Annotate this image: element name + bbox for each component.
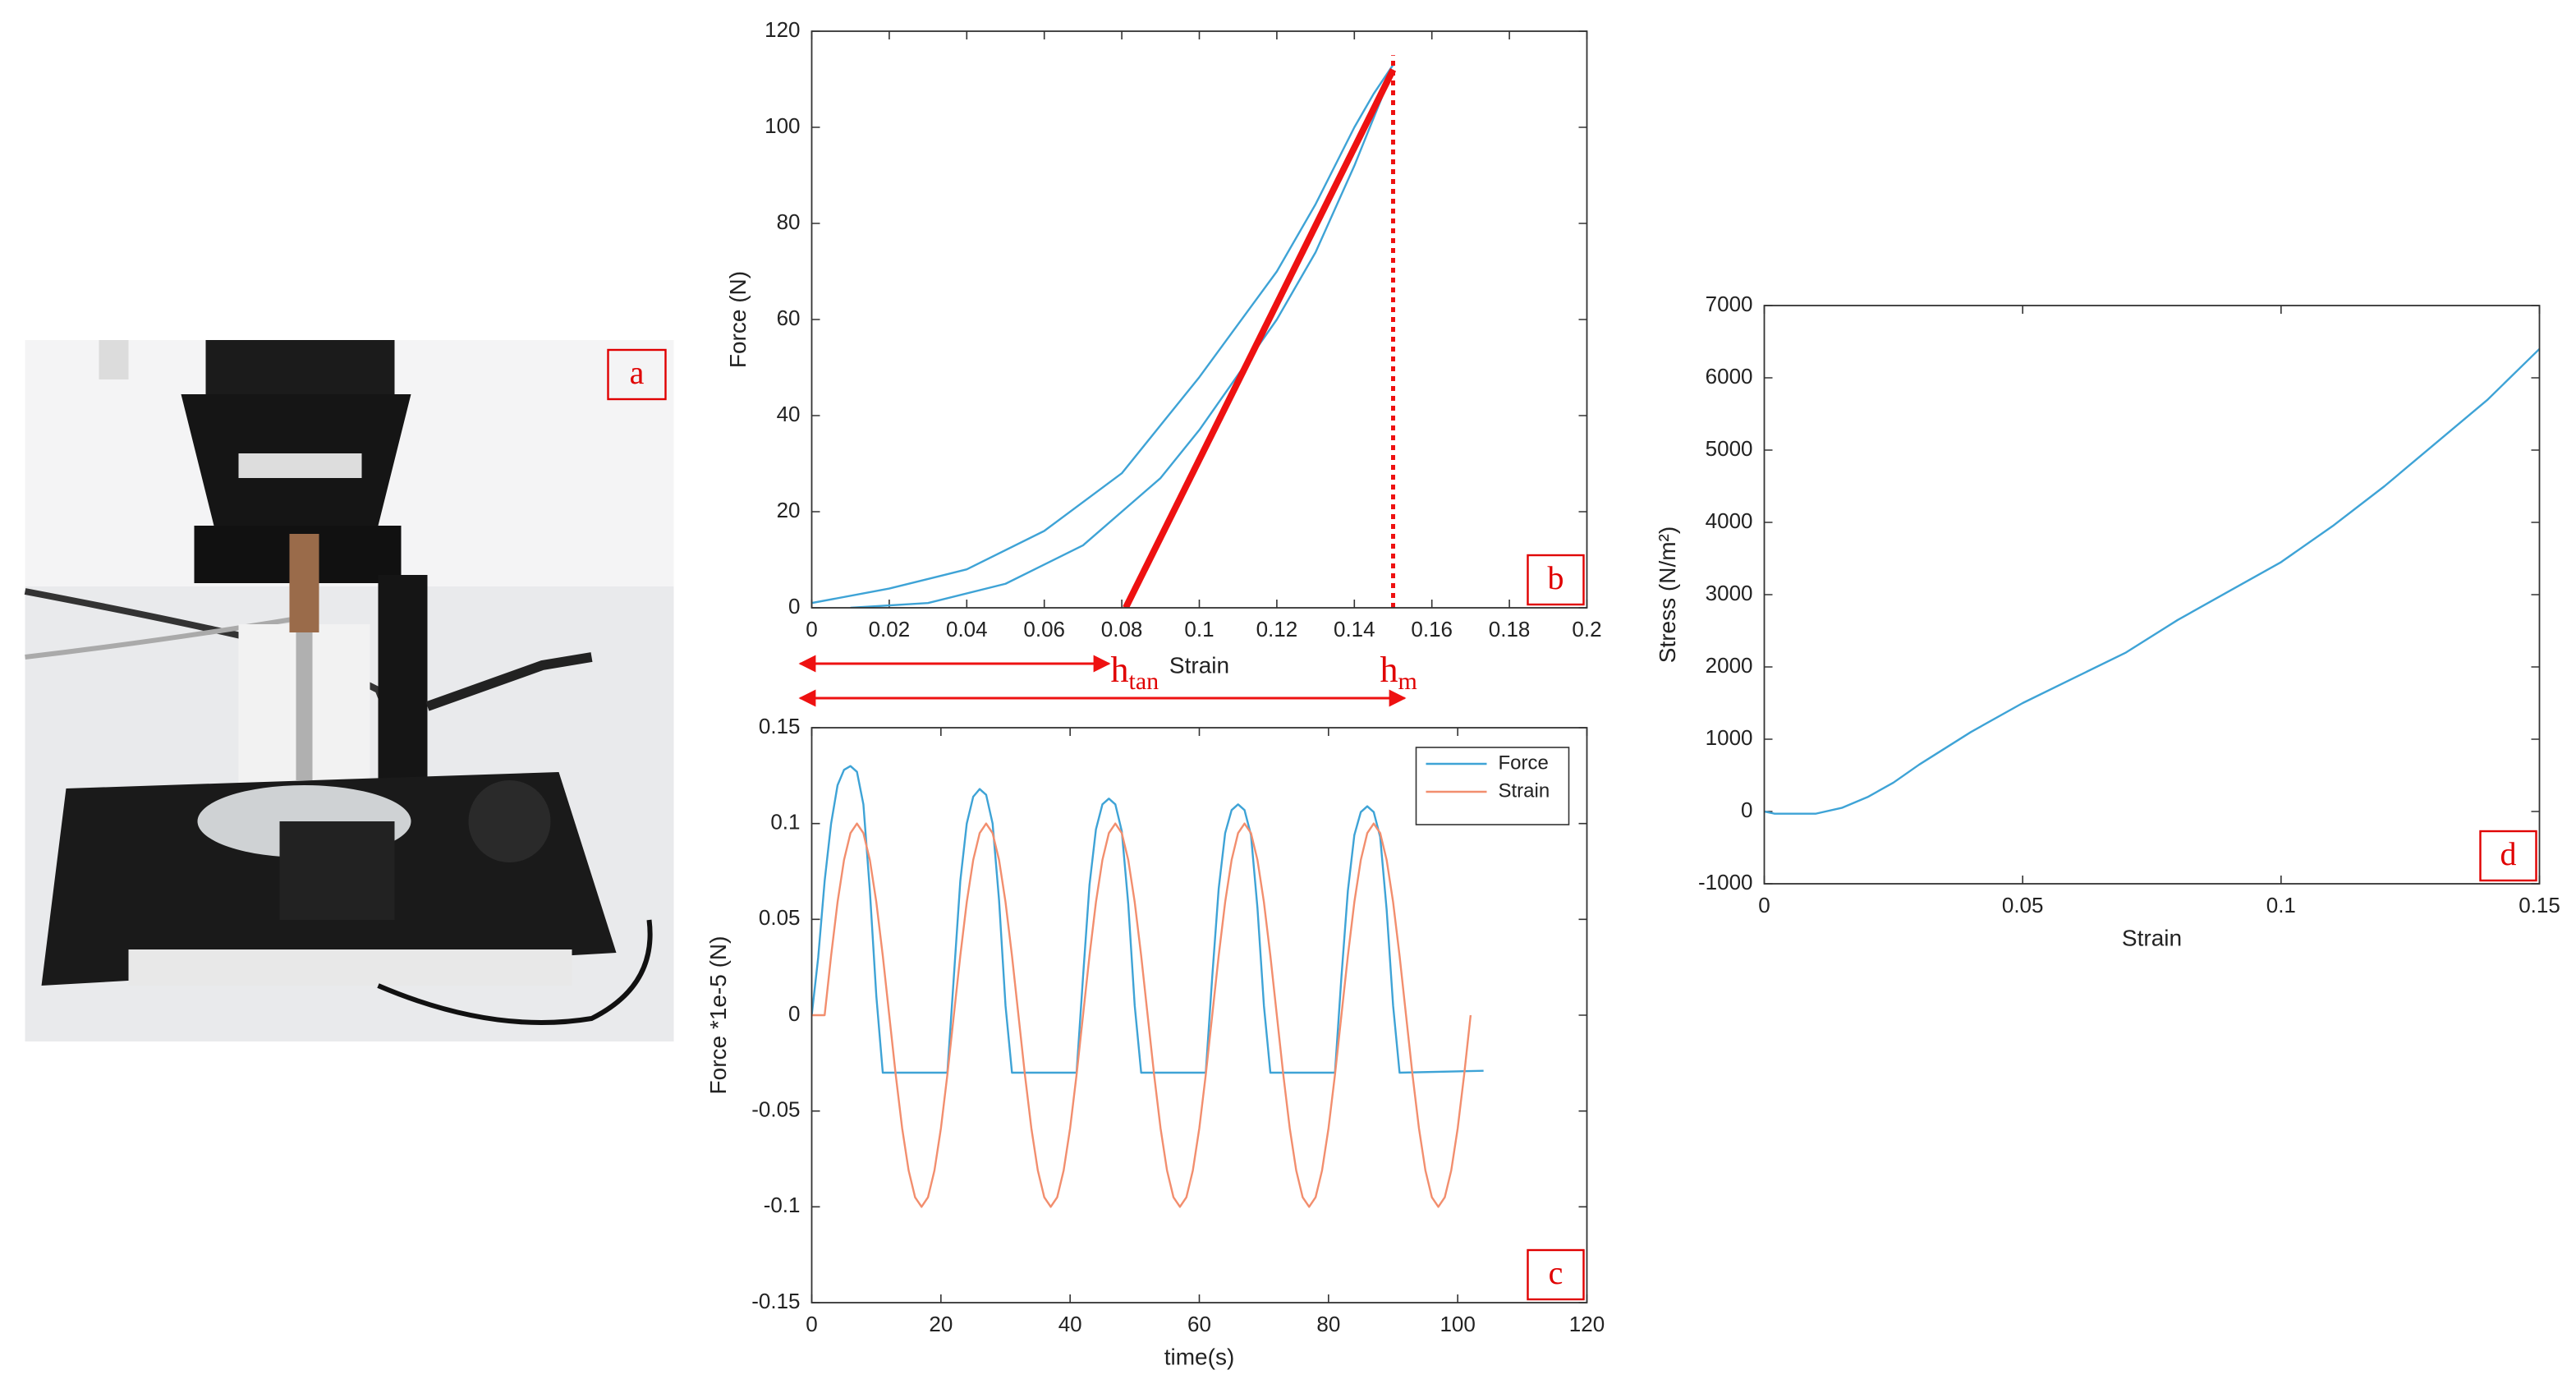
y-tick-label: 7000 <box>1706 292 1753 316</box>
y-tick-label: 0.05 <box>759 905 801 930</box>
axes-frame <box>810 30 1588 609</box>
y-tick-label: 40 <box>777 402 801 426</box>
panel-label-box <box>2479 830 2537 882</box>
plot-area <box>1764 306 2540 884</box>
plot-area <box>811 31 1587 608</box>
y-tick-label: 5000 <box>1706 436 1753 461</box>
x-tick-label: 100 <box>1440 1312 1475 1336</box>
x-tick-label: 0.04 <box>946 617 988 641</box>
y-tick-label: 0.15 <box>759 714 801 738</box>
y-tick-label: 0 <box>1741 798 1752 822</box>
annotation: htan <box>1111 650 1159 695</box>
x-tick-label: 0.1 <box>2266 893 2296 917</box>
x-tick-label: 0.14 <box>1334 617 1375 641</box>
series-line <box>811 822 1472 1208</box>
series-line <box>850 69 1394 608</box>
x-tick-label: 80 <box>1316 1312 1340 1336</box>
y-tick-label: 2000 <box>1706 653 1753 678</box>
y-tick-label: 120 <box>765 17 800 42</box>
x-tick-label: 0.05 <box>2002 893 2044 917</box>
y-tick-label: -0.15 <box>751 1289 800 1313</box>
photo <box>24 340 674 1041</box>
x-tick-label: 20 <box>929 1312 953 1336</box>
series-line <box>811 64 1394 605</box>
annotation-subscript: tan <box>1129 668 1159 695</box>
x-axis-label: Strain <box>2122 925 2182 950</box>
annotation-subscript: m <box>1398 668 1417 695</box>
x-tick-label: 0.16 <box>1411 617 1453 641</box>
y-tick-label: -0.1 <box>764 1193 801 1217</box>
legend-box <box>1415 747 1570 825</box>
x-axis-label: Strain <box>1169 652 1229 678</box>
x-tick-label: 0 <box>1758 893 1770 917</box>
y-tick-label: 0.1 <box>770 810 800 834</box>
y-tick-label: 3000 <box>1706 581 1753 605</box>
y-tick-label: 80 <box>777 209 801 234</box>
y-tick-label: 0 <box>788 594 800 618</box>
annotation-text: h <box>1380 650 1398 690</box>
y-tick-label: 60 <box>777 306 801 330</box>
panel-label-box <box>1527 1248 1585 1301</box>
x-tick-label: 0.06 <box>1023 617 1065 641</box>
x-tick-label: 120 <box>1569 1312 1605 1336</box>
chart: -0.15 -0.1 -0.05 0 0.05 0.1 0.15 0 20 40 60 80 100 12… <box>705 714 1605 1370</box>
chart: 0 20 40 60 80 100 120 0 0.02 0.04 0.06 0.08 0.1 0.12 0… <box>725 17 1602 695</box>
axes-frame <box>810 727 1588 1303</box>
y-tick-label: 6000 <box>1706 364 1753 388</box>
y-tick-label: -1000 <box>1698 870 1753 894</box>
x-tick-label: 0 <box>806 617 817 641</box>
panel-label-text: a <box>630 354 645 391</box>
x-tick-label: 60 <box>1187 1312 1211 1336</box>
y-tick-label: 20 <box>777 498 801 522</box>
y-tick-label: 0 <box>788 1001 800 1026</box>
x-tick-label: 0.1 <box>1184 617 1214 641</box>
panel-label: d <box>2500 835 2517 872</box>
x-tick-label: 0.15 <box>2519 893 2560 917</box>
panel-label-box <box>1527 554 1585 606</box>
x-axis-label: time(s) <box>1164 1344 1235 1369</box>
y-tick-label: 4000 <box>1706 508 1753 533</box>
panel-label: c <box>1549 1254 1564 1291</box>
series-line <box>811 765 1484 1074</box>
x-tick-label: 0.2 <box>1572 617 1601 641</box>
y-tick-label: 1000 <box>1706 725 1753 750</box>
x-tick-label: 0.12 <box>1256 617 1298 641</box>
series-line <box>1764 347 2541 815</box>
panel-label: a <box>607 348 667 401</box>
x-tick-label: 0 <box>806 1312 817 1336</box>
y-axis-label: Stress (N/m²) <box>1655 526 1680 663</box>
legend-label: Strain <box>1499 779 1550 802</box>
x-tick-label: 40 <box>1058 1312 1082 1336</box>
x-tick-label: 0.08 <box>1101 617 1143 641</box>
y-axis-label: Force *1e-5 (N) <box>705 936 731 1095</box>
y-tick-label: -0.05 <box>751 1097 800 1122</box>
annotation-text: h <box>1111 650 1129 690</box>
legend-label: Force <box>1499 752 1549 774</box>
panel-label: b <box>1548 559 1564 596</box>
series-line <box>1123 68 1397 608</box>
axes-frame <box>1763 305 2541 885</box>
x-tick-label: 0.02 <box>869 617 911 641</box>
x-tick-label: 0.18 <box>1489 617 1531 641</box>
y-tick-label: 100 <box>765 113 800 138</box>
annotation: hm <box>1380 650 1417 695</box>
y-axis-label: Force (N) <box>725 271 751 368</box>
